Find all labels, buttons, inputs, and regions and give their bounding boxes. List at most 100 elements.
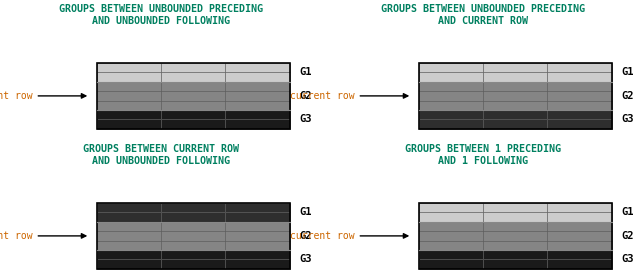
Bar <box>161 259 225 269</box>
Text: G2: G2 <box>621 91 634 101</box>
Text: G3: G3 <box>621 115 634 124</box>
Bar <box>161 222 225 231</box>
Bar <box>97 203 290 269</box>
Bar <box>225 63 290 73</box>
Bar <box>225 231 290 241</box>
Bar <box>419 119 483 129</box>
Bar <box>483 82 547 91</box>
Text: current row: current row <box>0 231 32 241</box>
Text: GROUPS BETWEEN 1 PRECEDING
AND 1 FOLLOWING: GROUPS BETWEEN 1 PRECEDING AND 1 FOLLOWI… <box>405 144 561 166</box>
Bar <box>547 110 612 119</box>
Bar <box>547 63 612 73</box>
Bar <box>161 101 225 110</box>
Bar <box>547 119 612 129</box>
Bar <box>161 231 225 241</box>
Bar <box>97 259 161 269</box>
Bar <box>483 73 547 82</box>
Text: G2: G2 <box>299 231 312 241</box>
Bar <box>547 259 612 269</box>
Bar <box>483 213 547 222</box>
Text: G1: G1 <box>299 67 312 77</box>
Bar <box>225 241 290 250</box>
Bar <box>225 91 290 101</box>
Bar <box>483 241 547 250</box>
Bar <box>97 250 161 259</box>
Text: G3: G3 <box>621 255 634 264</box>
Bar <box>547 241 612 250</box>
Bar <box>547 231 612 241</box>
Bar <box>419 73 483 82</box>
Bar <box>419 203 612 269</box>
Bar <box>225 250 290 259</box>
Bar <box>225 82 290 91</box>
Text: GROUPS BETWEEN UNBOUNDED PRECEDING
AND UNBOUNDED FOLLOWING: GROUPS BETWEEN UNBOUNDED PRECEDING AND U… <box>59 4 263 26</box>
Bar <box>225 203 290 213</box>
Text: current row: current row <box>0 91 32 101</box>
Bar <box>483 259 547 269</box>
Bar <box>419 63 612 129</box>
Text: G1: G1 <box>621 207 634 217</box>
Bar <box>419 82 483 91</box>
Bar <box>225 222 290 231</box>
Bar <box>547 73 612 82</box>
Bar <box>547 213 612 222</box>
Text: G1: G1 <box>299 207 312 217</box>
Bar <box>419 222 483 231</box>
Bar <box>161 213 225 222</box>
Bar <box>97 101 161 110</box>
Bar <box>225 213 290 222</box>
Bar <box>419 91 483 101</box>
Text: G3: G3 <box>299 115 312 124</box>
Bar <box>161 250 225 259</box>
Text: GROUPS BETWEEN UNBOUNDED PRECEDING
AND CURRENT ROW: GROUPS BETWEEN UNBOUNDED PRECEDING AND C… <box>381 4 585 26</box>
Bar <box>161 63 225 73</box>
Bar <box>419 203 483 213</box>
Bar <box>547 250 612 259</box>
Bar <box>97 63 290 129</box>
Bar <box>225 73 290 82</box>
Bar <box>97 231 161 241</box>
Bar <box>483 203 547 213</box>
Bar <box>547 91 612 101</box>
Bar <box>161 82 225 91</box>
Bar <box>419 110 483 119</box>
Bar <box>547 82 612 91</box>
Text: current row: current row <box>290 91 354 101</box>
Bar <box>483 231 547 241</box>
Bar <box>97 73 161 82</box>
Bar <box>225 110 290 119</box>
Bar <box>225 259 290 269</box>
Text: GROUPS BETWEEN CURRENT ROW
AND UNBOUNDED FOLLOWING: GROUPS BETWEEN CURRENT ROW AND UNBOUNDED… <box>83 144 239 166</box>
Bar <box>483 101 547 110</box>
Bar <box>419 259 483 269</box>
Bar <box>97 82 161 91</box>
Bar <box>547 101 612 110</box>
Bar <box>161 73 225 82</box>
Bar <box>161 91 225 101</box>
Bar <box>419 63 483 73</box>
Bar <box>97 241 161 250</box>
Bar <box>97 119 161 129</box>
Bar <box>161 241 225 250</box>
Text: G1: G1 <box>621 67 634 77</box>
Bar <box>419 241 483 250</box>
Bar <box>161 110 225 119</box>
Bar <box>483 222 547 231</box>
Bar <box>161 119 225 129</box>
Text: G2: G2 <box>299 91 312 101</box>
Bar <box>483 91 547 101</box>
Bar <box>225 119 290 129</box>
Bar <box>97 110 161 119</box>
Text: G2: G2 <box>621 231 634 241</box>
Bar <box>97 203 161 213</box>
Bar <box>547 222 612 231</box>
Bar <box>97 213 161 222</box>
Bar <box>161 203 225 213</box>
Bar <box>419 250 483 259</box>
Bar <box>97 222 161 231</box>
Bar <box>225 101 290 110</box>
Text: current row: current row <box>290 231 354 241</box>
Bar <box>419 231 483 241</box>
Bar <box>483 63 547 73</box>
Bar <box>483 110 547 119</box>
